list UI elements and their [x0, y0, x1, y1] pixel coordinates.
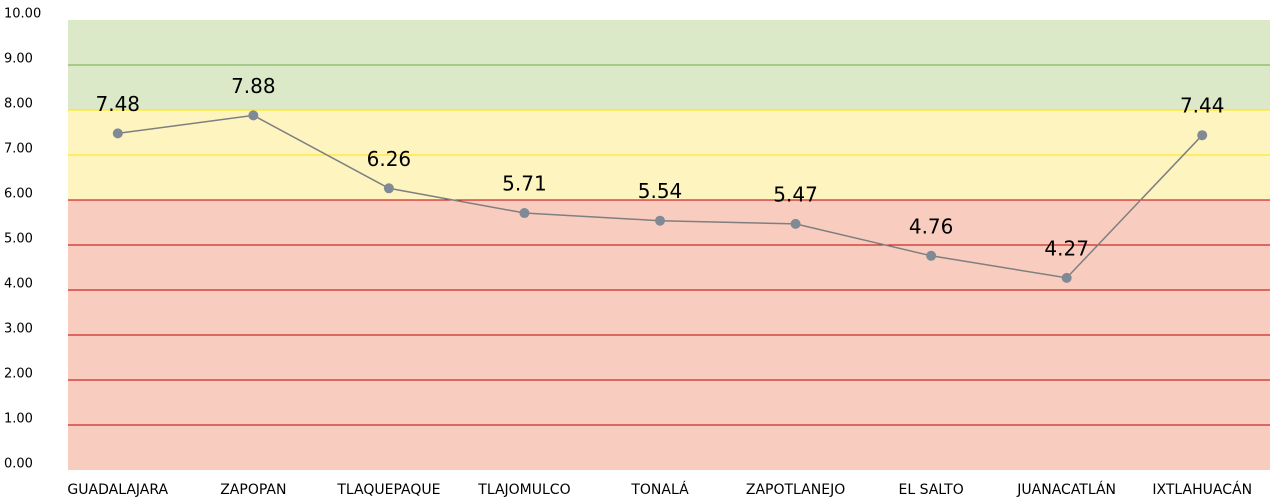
y-tick-label: 8.00: [4, 97, 33, 112]
y-tick-label: 2.00: [4, 367, 33, 382]
value-label: 5.47: [773, 182, 818, 206]
x-tick-label: TLAQUEPAQUE: [336, 482, 440, 498]
marker: [248, 110, 259, 121]
value-label: 4.27: [1044, 236, 1089, 260]
y-tick-label: 10.00: [4, 7, 41, 22]
y-tick-label: 7.00: [4, 142, 33, 157]
x-tick-label: ZAPOPAN: [220, 482, 286, 498]
marker: [1197, 130, 1208, 141]
value-label: 7.48: [96, 92, 141, 116]
x-tick-label: ZAPOTLANEJO: [746, 482, 845, 498]
x-tick-label: IXTLAHUACÁN: [1152, 481, 1252, 498]
marker: [655, 215, 665, 226]
y-tick-label: 3.00: [4, 322, 33, 337]
y-tick-label: 4.00: [4, 277, 33, 292]
y-tick-label: 9.00: [4, 52, 33, 67]
value-label: 5.71: [502, 172, 547, 196]
y-tick-label: 6.00: [4, 187, 33, 202]
x-tick-label: TLAJOMULCO: [477, 482, 570, 498]
x-tick-label: GUADALAJARA: [67, 482, 168, 498]
x-tick-label: EL SALTO: [898, 482, 963, 498]
marker: [383, 183, 394, 194]
marker: [519, 208, 530, 219]
marker: [1061, 272, 1072, 283]
value-label: 4.76: [909, 214, 954, 238]
value-label: 6.26: [367, 147, 412, 171]
value-label: 7.88: [231, 74, 276, 98]
marker: [112, 128, 123, 139]
marker: [926, 250, 937, 261]
y-tick-label: 1.00: [4, 412, 33, 427]
y-tick-label: 0.00: [4, 457, 33, 472]
x-tick-label: JUANACATLÁN: [1016, 481, 1116, 498]
marker: [790, 218, 801, 229]
value-label: 7.44: [1180, 94, 1225, 118]
x-tick-label: TONALÁ: [630, 481, 689, 498]
value-label: 5.54: [638, 179, 683, 203]
y-tick-label: 5.00: [4, 232, 33, 247]
